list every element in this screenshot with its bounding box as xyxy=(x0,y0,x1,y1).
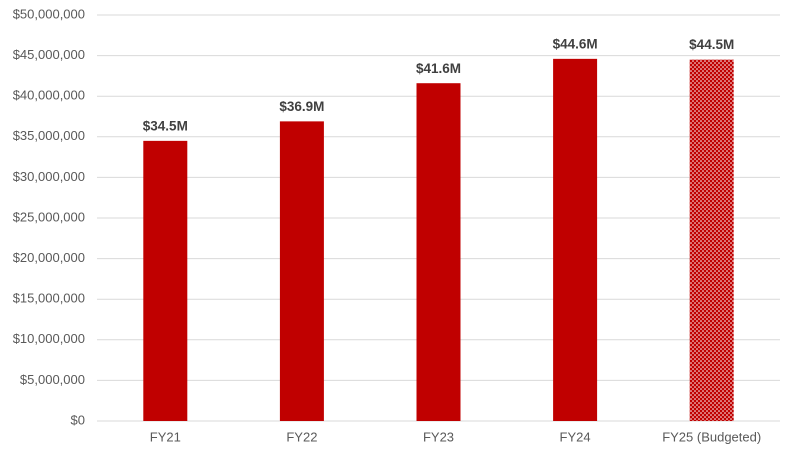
y-tick-label: $20,000,000 xyxy=(13,250,85,265)
bar xyxy=(689,59,734,421)
y-tick-label: $35,000,000 xyxy=(13,128,85,143)
y-tick-label: $0 xyxy=(71,412,85,427)
y-tick-label: $15,000,000 xyxy=(13,291,85,306)
bar xyxy=(553,58,598,422)
y-tick-label: $30,000,000 xyxy=(13,169,85,184)
value-label: $44.5M xyxy=(689,37,734,52)
y-tick-label: $45,000,000 xyxy=(13,47,85,62)
y-tick-label: $25,000,000 xyxy=(13,209,85,224)
x-tick-label: FY21 xyxy=(150,429,181,444)
y-tick-label: $40,000,000 xyxy=(13,88,85,103)
bar xyxy=(416,83,461,421)
y-tick-label: $10,000,000 xyxy=(13,331,85,346)
value-label: $44.6M xyxy=(553,36,598,51)
x-tick-label: FY24 xyxy=(560,429,591,444)
bar xyxy=(143,140,188,422)
value-label: $34.5M xyxy=(143,118,188,133)
y-tick-label: $5,000,000 xyxy=(20,372,85,387)
x-tick-label: FY25 (Budgeted) xyxy=(662,429,761,444)
x-tick-label: FY23 xyxy=(423,429,454,444)
x-tick-label: FY22 xyxy=(286,429,317,444)
value-label: $41.6M xyxy=(416,61,461,76)
y-tick-label: $50,000,000 xyxy=(13,6,85,21)
value-label: $36.9M xyxy=(279,99,324,114)
bar xyxy=(279,121,324,421)
